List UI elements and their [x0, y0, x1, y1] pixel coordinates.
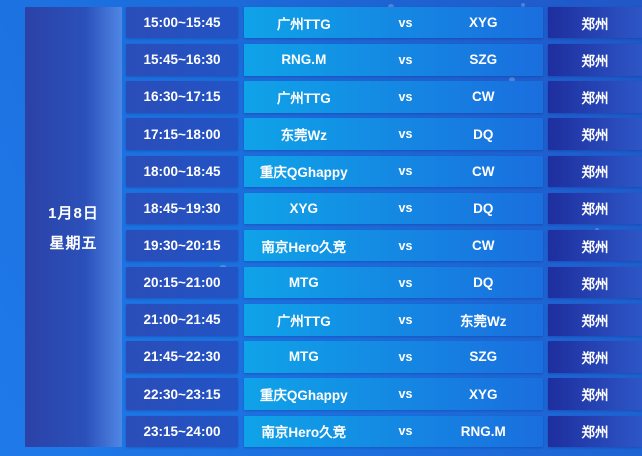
time-cell: 18:00~18:45: [126, 155, 238, 187]
team-right-label: DQ: [473, 126, 494, 142]
team-right-label: DQ: [473, 200, 494, 216]
team-left-label: 南京Hero久竞: [261, 425, 347, 441]
team-right-label: 东莞Wz: [459, 313, 507, 329]
time-cell: 15:00~15:45: [126, 7, 238, 39]
location-cell: 郑州: [548, 7, 642, 39]
vs-label: vs: [398, 127, 413, 142]
vs-label: vs: [398, 52, 413, 67]
schedule-row: 19:30~20:15 南京Hero久竞 vs CW 郑州: [126, 229, 642, 262]
vs-label: vs: [398, 312, 413, 327]
time-cell: 23:15~24:00: [126, 415, 238, 447]
time-cell: 21:00~21:45: [126, 304, 238, 336]
team-right-label: CW: [471, 163, 495, 179]
vs-label: vs: [398, 424, 413, 439]
schedule-row: 18:00~18:45 重庆QGhappy vs CW 郑州: [126, 155, 642, 187]
time-cell: 20:15~21:00: [126, 266, 238, 299]
team-right-label: XYG: [468, 15, 498, 31]
location-cell: 郑州: [548, 304, 642, 336]
match-cell: RNG.M vs SZG: [244, 44, 543, 76]
schedule-row: 22:30~23:15 重庆QGhappy vs XYG 郑州: [126, 378, 642, 410]
schedule-row: 23:15~24:00 南京Hero久竞 vs RNG.M 郑州: [126, 415, 642, 447]
team-left-label: 重庆QGhappy: [259, 388, 348, 404]
location-cell: 郑州: [548, 341, 642, 373]
vs-label: vs: [398, 164, 413, 179]
match-cell: 东莞Wz vs DQ: [244, 118, 543, 150]
rows: 15:00~15:45 广州TTG vs XYG 郑州 15:45~16:30 …: [126, 7, 642, 447]
team-left-label: 广州TTG: [276, 16, 331, 32]
location-cell: 郑州: [548, 192, 642, 225]
match-cell: 广州TTG vs 东莞Wz: [244, 304, 543, 336]
time-cell: 19:30~20:15: [126, 229, 238, 262]
team-left-label: 南京Hero久竞: [261, 239, 347, 255]
match-cell: 广州TTG vs CW: [244, 81, 543, 113]
location-cell: 郑州: [548, 266, 642, 299]
schedule-row: 20:15~21:00 MTG vs DQ 郑州: [126, 266, 642, 299]
time-cell: 21:45~22:30: [126, 341, 238, 373]
schedule-row: 15:00~15:45 广州TTG vs XYG 郑州: [126, 7, 642, 39]
match-cell: XYG vs DQ: [244, 192, 543, 225]
team-right-label: RNG.M: [460, 423, 506, 439]
team-right-label: XYG: [468, 386, 498, 402]
schedule-row: 21:00~21:45 广州TTG vs 东莞Wz 郑州: [126, 304, 642, 336]
schedule-row: 21:45~22:30 MTG vs SZG 郑州: [126, 341, 642, 373]
time-cell: 15:45~16:30: [126, 44, 238, 76]
team-left-label: XYG: [289, 200, 319, 216]
schedule-row: 15:45~16:30 RNG.M vs SZG 郑州: [126, 44, 642, 76]
time-cell: 17:15~18:00: [126, 118, 238, 150]
location-cell: 郑州: [548, 378, 642, 410]
vs-label: vs: [398, 238, 413, 253]
match-cell: 广州TTG vs XYG: [244, 7, 543, 39]
location-cell: 郑州: [548, 229, 642, 262]
vs-label: vs: [398, 275, 413, 290]
vs-label: vs: [398, 15, 413, 30]
team-left-label: 广州TTG: [276, 313, 331, 329]
time-cell: 22:30~23:15: [126, 378, 238, 410]
time-cell: 18:45~19:30: [126, 192, 238, 225]
team-left-label: MTG: [288, 349, 319, 365]
location-cell: 郑州: [548, 415, 642, 447]
time-cell: 16:30~17:15: [126, 81, 238, 113]
team-left-label: 重庆QGhappy: [259, 165, 348, 181]
vs-label: vs: [398, 349, 413, 364]
weekday-label: 星期五: [49, 234, 98, 252]
date-label: 1月8日: [48, 204, 99, 222]
team-right-label: SZG: [469, 52, 498, 68]
match-cell: MTG vs DQ: [244, 266, 543, 299]
schedule-row: 16:30~17:15 广州TTG vs CW 郑州: [126, 81, 642, 113]
location-cell: 郑州: [548, 44, 642, 76]
vs-label: vs: [398, 89, 413, 104]
team-left-label: MTG: [288, 275, 319, 291]
schedule-row: 18:45~19:30 XYG vs DQ 郑州: [126, 192, 642, 225]
match-cell: 重庆QGhappy vs CW: [244, 155, 543, 187]
team-left-label: 广州TTG: [276, 90, 331, 106]
match-cell: 重庆QGhappy vs XYG: [244, 378, 543, 410]
team-left-label: 东莞Wz: [280, 128, 328, 144]
team-right-label: DQ: [473, 275, 494, 291]
match-cell: 南京Hero久竞 vs CW: [244, 229, 543, 262]
match-cell: MTG vs SZG: [244, 341, 543, 373]
vs-label: vs: [398, 201, 413, 216]
team-right-label: SZG: [469, 349, 498, 365]
team-left-label: RNG.M: [281, 52, 327, 68]
location-cell: 郑州: [548, 118, 642, 150]
location-cell: 郑州: [548, 155, 642, 187]
team-right-label: CW: [471, 238, 495, 254]
vs-label: vs: [398, 387, 413, 402]
schedule-row: 17:15~18:00 东莞Wz vs DQ 郑州: [126, 118, 642, 150]
match-cell: 南京Hero久竞 vs RNG.M: [244, 415, 543, 447]
location-cell: 郑州: [548, 81, 642, 113]
team-right-label: CW: [471, 89, 495, 105]
date-panel: 1月8日 星期五: [25, 7, 122, 447]
